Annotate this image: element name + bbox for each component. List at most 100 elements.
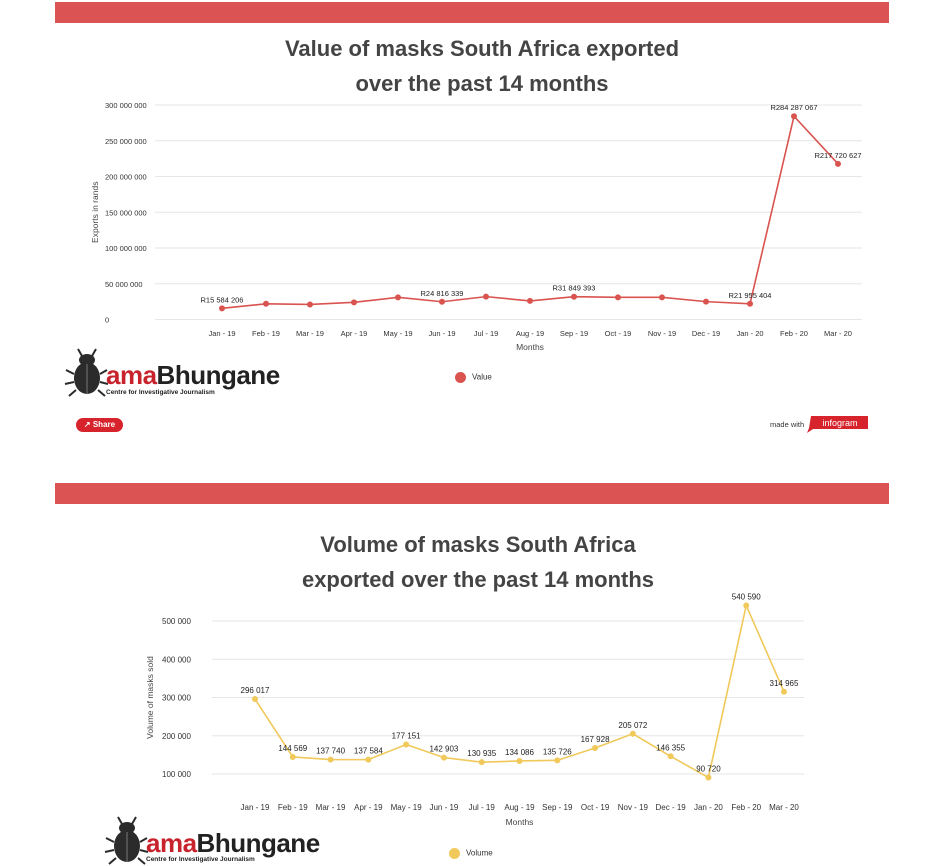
x-tick-label: Jan - 20 [736,329,763,338]
infogram-badge[interactable]: infogram [807,416,868,433]
data-label: 142 903 [429,745,458,754]
data-point[interactable] [252,696,258,703]
x-tick-label: Jul - 19 [469,803,496,812]
data-point[interactable] [703,298,709,305]
x-tick-label: Apr - 19 [354,803,383,812]
x-tick-label: Jan - 20 [694,803,723,812]
data-point[interactable] [307,301,313,308]
legend-value: Value [455,372,492,383]
chart-title-volume-line2: exported over the past 14 months [301,567,655,592]
y-tick-label: 0 [105,316,109,325]
chart-title-volume: Volume of masks South Africa exported ov… [48,527,908,597]
logo-bhungane: Bhungane [156,360,281,390]
data-label: 540 590 [732,592,761,601]
data-point[interactable] [219,305,225,312]
x-tick-label: Aug - 19 [516,329,544,338]
data-point[interactable] [395,294,401,301]
share-button[interactable]: ↗ Share [76,418,123,432]
legend-volume-swatch [449,848,460,859]
data-point[interactable] [791,113,797,120]
header-bar-value [55,2,889,23]
logo-tagline: Centre for Investigative Journalism [146,856,255,863]
data-point[interactable] [483,293,489,300]
x-tick-label: Sep - 19 [560,329,588,338]
x-tick-label: Jun - 19 [429,803,458,812]
data-label: R15 584 206 [201,295,244,304]
x-tick-label: Feb - 19 [278,803,308,812]
data-point[interactable] [554,757,561,764]
data-label: 135 726 [543,747,572,756]
data-point[interactable] [351,299,357,306]
data-point[interactable] [527,297,533,304]
data-point[interactable] [835,160,841,167]
chart-title-value-line2: over the past 14 months [355,71,609,96]
data-point[interactable] [629,730,636,737]
x-tick-label: Feb - 20 [731,803,761,812]
amabhungane-logo-value: amaBhungane Centre for Investigative Jou… [64,348,284,400]
share-icon: ↗ [83,420,91,429]
x-tick-label: Sep - 19 [542,803,573,812]
x-tick-label: Dec - 19 [692,329,720,338]
data-point[interactable] [365,756,372,763]
x-tick-label: Aug - 19 [504,803,535,812]
y-axis-title: Volume of masks sold [145,656,155,739]
volume-chart: 100 000 200 000 300 000 400 000 500 000 Volum… [145,592,804,827]
y-tick-label: 100 000 [162,770,191,779]
y-tick-label: 300 000 [162,694,191,703]
x-tick-label: Mar - 19 [316,803,346,812]
data-label: 130 935 [467,749,496,758]
y-tick-label: 200 000 [162,732,191,741]
beetle-icon [104,816,148,865]
data-point[interactable] [327,756,334,763]
legend-value-swatch [455,372,466,383]
x-tick-label: May - 19 [391,803,423,812]
data-point[interactable] [478,759,485,766]
beetle-icon [64,348,108,397]
data-point[interactable] [743,602,750,609]
data-point[interactable] [439,298,445,305]
x-tick-label: Oct - 19 [605,329,632,338]
y-tick-label: 150 000 000 [105,208,147,217]
x-tick-label: Mar - 20 [824,329,852,338]
logo-ama: ama [146,828,197,858]
x-tick-label: Feb - 19 [252,329,280,338]
data-label: 146 355 [656,743,685,752]
data-point[interactable] [289,753,296,760]
data-label: R21 955 404 [729,291,772,300]
data-point[interactable] [440,754,447,761]
data-label: R24 816 339 [421,289,464,298]
data-point[interactable] [781,688,787,695]
chart-title-value: Value of masks South Africa exported ove… [55,31,909,101]
data-point[interactable] [705,774,712,781]
data-label: 137 584 [354,747,383,756]
x-tick-label: Dec - 19 [656,803,687,812]
data-point[interactable] [659,294,665,301]
y-tick-label: 400 000 [162,655,191,664]
data-point[interactable] [571,293,577,300]
y-tick-label: 250 000 000 [105,137,147,146]
y-tick-label: 100 000 000 [105,244,147,253]
infogram-label: infogram [822,418,857,428]
data-point[interactable] [615,294,621,301]
legend-volume: Volume [449,848,493,859]
share-label: Share [92,420,116,429]
data-point[interactable] [403,741,410,748]
data-point[interactable] [747,300,753,307]
x-tick-label: Mar - 20 [769,803,799,812]
header-bar-volume [55,483,889,504]
data-point[interactable] [263,300,269,307]
y-tick-label: 50 000 000 [105,280,143,289]
data-point[interactable] [516,757,523,764]
amabhungane-logo-volume: amaBhungane Centre for Investigative Jou… [104,816,324,866]
x-tick-label: Jul - 19 [474,329,499,338]
x-tick-label: Apr - 19 [341,329,368,338]
data-label: 177 151 [392,731,421,740]
data-label: R31 849 393 [553,284,596,293]
data-point[interactable] [592,745,599,752]
x-tick-label: Nov - 19 [618,803,649,812]
data-label: 205 072 [618,721,647,730]
value-chart: 0 50 000 000 100 000 000 150 000 000 200 000… [90,101,862,352]
data-label: 296 017 [241,686,270,695]
data-point[interactable] [667,753,674,760]
data-label: 137 740 [316,747,345,756]
